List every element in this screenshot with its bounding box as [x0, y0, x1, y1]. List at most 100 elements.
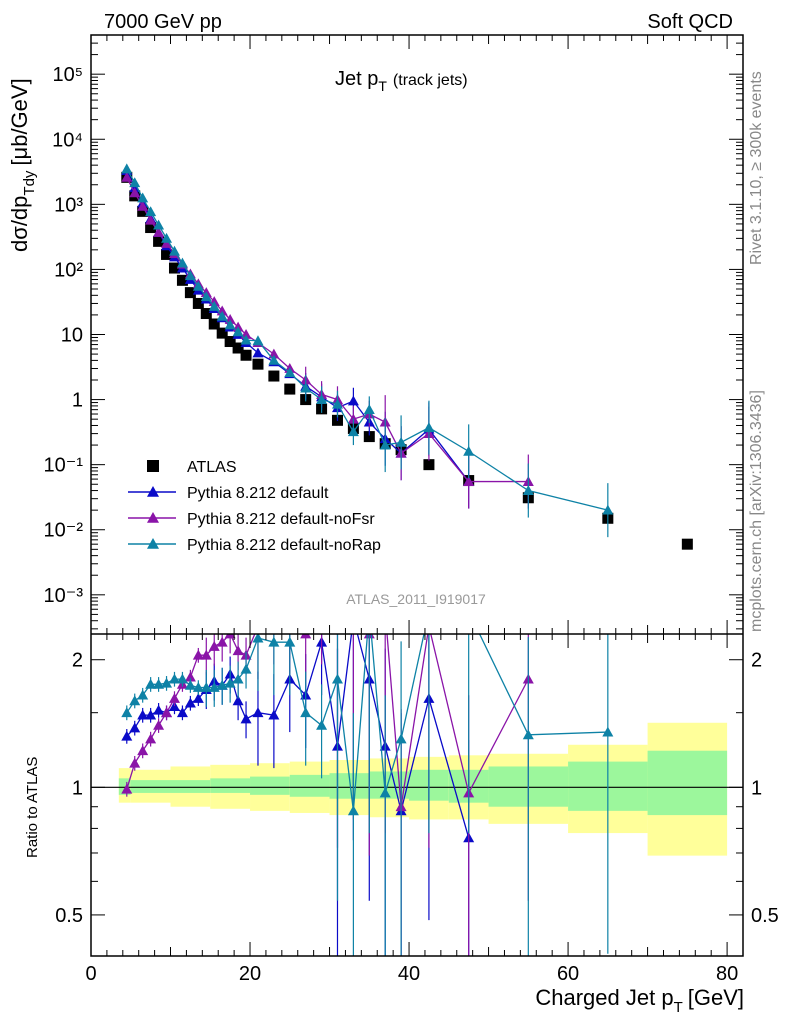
- x-tick-label: 20: [239, 963, 261, 985]
- x-tick-label: 40: [398, 963, 420, 985]
- mc-point: [224, 319, 236, 330]
- y-axis-title-main: dσ/dpTdy [μb/GeV]: [7, 78, 38, 252]
- mc-point: [395, 436, 407, 447]
- ratio-point: [602, 726, 614, 737]
- mc-point: [347, 395, 359, 406]
- ratio-point: [145, 733, 157, 744]
- mc-point: [129, 182, 141, 193]
- header-energy: 7000 GeV pp: [104, 11, 222, 33]
- mc-point: [176, 257, 188, 268]
- atlas-point: [153, 235, 165, 247]
- ratio-point: [145, 709, 157, 720]
- mc-line: [126, 170, 470, 482]
- atlas-point: [363, 431, 375, 443]
- ratio-y-tick-label-right: 0.5: [751, 905, 779, 927]
- y-tick-label: 1: [72, 390, 83, 412]
- ratio-y-tick-label-right: 1: [751, 777, 762, 799]
- atlas-point: [168, 262, 180, 274]
- atlas-point: [268, 370, 280, 382]
- ratio-y-tick-label: 0.5: [55, 905, 83, 927]
- atlas-point: [208, 318, 220, 330]
- legend-marker-atlas: [147, 460, 159, 472]
- ratio-point: [161, 707, 173, 718]
- ratio-point: [129, 757, 141, 768]
- legend-marker: [147, 538, 159, 549]
- ratio-point: [168, 693, 180, 703]
- mc-point: [316, 394, 328, 404]
- ratio-point: [184, 679, 196, 690]
- ratio-point: [300, 634, 312, 639]
- ratio-band-inner: [289, 774, 330, 797]
- mc-point: [200, 291, 212, 302]
- y-tick-label: 10³: [54, 194, 83, 216]
- legend: ATLAS Pythia 8.212 default Pythia 8.212 de…: [128, 459, 381, 554]
- mc-point: [379, 439, 391, 450]
- ratio-point: [364, 606, 375, 616]
- atlas-point: [232, 342, 244, 354]
- legend-marker: [147, 512, 159, 523]
- ratio-point: [184, 671, 196, 682]
- x-axis-title-text: Charged Jet p: [535, 985, 673, 1010]
- mc-point: [240, 334, 252, 345]
- ratio-point: [129, 695, 141, 706]
- mc-point: [129, 187, 141, 198]
- mc-point: [252, 335, 264, 346]
- ratio-point: [348, 613, 359, 623]
- mc-point: [121, 171, 133, 182]
- header-process: Soft QCD: [647, 11, 733, 33]
- y-axis-title-unit: [μb/GeV]: [7, 78, 32, 165]
- mc-point: [331, 398, 343, 409]
- y-tick-label: 10⁻²: [44, 520, 84, 542]
- x-axis-title-unit: [GeV]: [688, 985, 744, 1010]
- ratio-point: [395, 733, 407, 744]
- ratio-point: [240, 663, 252, 674]
- y-axis-title-text: dσ/dp: [7, 196, 32, 252]
- ratio-point: [208, 640, 220, 651]
- ratio-point: [331, 673, 343, 684]
- plot-frame: [90, 34, 744, 957]
- x-axis-title-sub: T: [674, 999, 683, 1016]
- ratio-point: [137, 745, 149, 756]
- mc-point: [268, 354, 280, 365]
- mc-point: [300, 382, 312, 393]
- legend-label: ATLAS: [187, 459, 237, 476]
- mc-point: [161, 238, 173, 248]
- ratio-point: [316, 606, 327, 616]
- ratio-point: [522, 729, 534, 740]
- atlas-point: [137, 205, 149, 217]
- ratio-point: [232, 695, 244, 706]
- rivet-label: Rivet 3.1.10, ≥ 300k events: [748, 71, 765, 265]
- ratio-point: [252, 707, 264, 718]
- atlas-point: [284, 383, 296, 395]
- mc-point: [129, 177, 141, 188]
- x-tick-label: 0: [85, 963, 96, 985]
- mc-point: [208, 300, 220, 311]
- plot-title: Jet pT (track jets): [335, 68, 468, 94]
- ratio-point: [316, 719, 328, 730]
- plot-title-extra: (track jets): [393, 72, 468, 89]
- ratio-point: [137, 689, 149, 700]
- y-tick-label: 10²: [54, 259, 83, 281]
- atlas-point: [681, 538, 693, 550]
- ratio-point: [300, 707, 312, 718]
- atlas-point: [161, 248, 173, 260]
- ratio-point: [137, 709, 149, 720]
- mc-point: [463, 476, 475, 486]
- mc-point: [161, 232, 173, 243]
- y-tick-label: 10: [61, 325, 83, 347]
- atlas-point: [145, 222, 157, 234]
- y-tick-label: 10⁵: [52, 64, 83, 86]
- ratio-point: [380, 606, 391, 616]
- ratio-point: [192, 649, 204, 660]
- atlas-point: [423, 459, 435, 471]
- ratio-point: [145, 678, 157, 689]
- ratio-point: [168, 673, 180, 684]
- ratio-point: [224, 677, 236, 688]
- ratio-point: [284, 636, 296, 647]
- ratio-point: [268, 709, 280, 720]
- ratio-point: [121, 707, 133, 718]
- legend-marker: [147, 486, 159, 497]
- ratio-band-inner: [170, 780, 211, 793]
- atlas-point: [192, 297, 204, 309]
- ratio-series-group: [121, 606, 614, 956]
